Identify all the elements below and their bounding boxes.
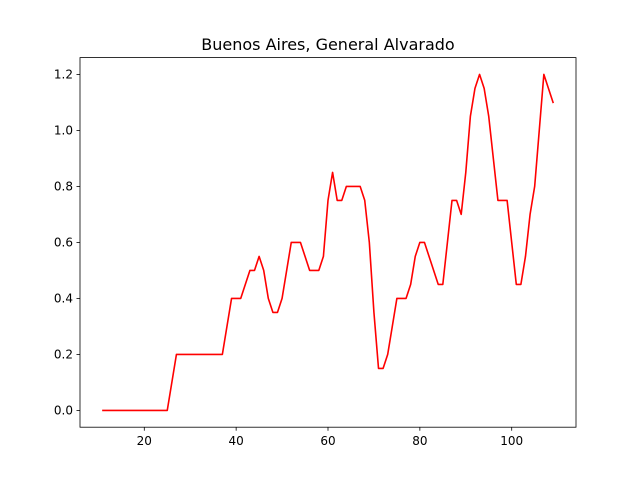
y-tick-label: 0.0: [54, 404, 73, 418]
x-axis: 20 40 60 80 100: [137, 427, 523, 448]
y-tick-label: 0.2: [54, 348, 73, 362]
x-tick-label: 40: [229, 434, 244, 448]
x-tick-label: 20: [137, 434, 152, 448]
y-tick-label: 1.0: [54, 124, 73, 138]
x-tick-label: 80: [412, 434, 427, 448]
chart-title: Buenos Aires, General Alvarado: [201, 35, 454, 54]
y-tick-label: 0.4: [54, 292, 73, 306]
x-tick-label: 100: [500, 434, 523, 448]
y-tick-label: 0.6: [54, 236, 73, 250]
x-tick-label: 60: [320, 434, 335, 448]
series-line-0: [102, 73, 555, 412]
plot-area-frame: [79, 57, 577, 428]
y-tick-label: 0.8: [54, 180, 73, 194]
y-axis: 0.0 0.2 0.4 0.6 0.8 1.0 1.2: [54, 68, 80, 418]
series-layer: [102, 73, 555, 412]
y-tick-label: 1.2: [54, 68, 73, 82]
